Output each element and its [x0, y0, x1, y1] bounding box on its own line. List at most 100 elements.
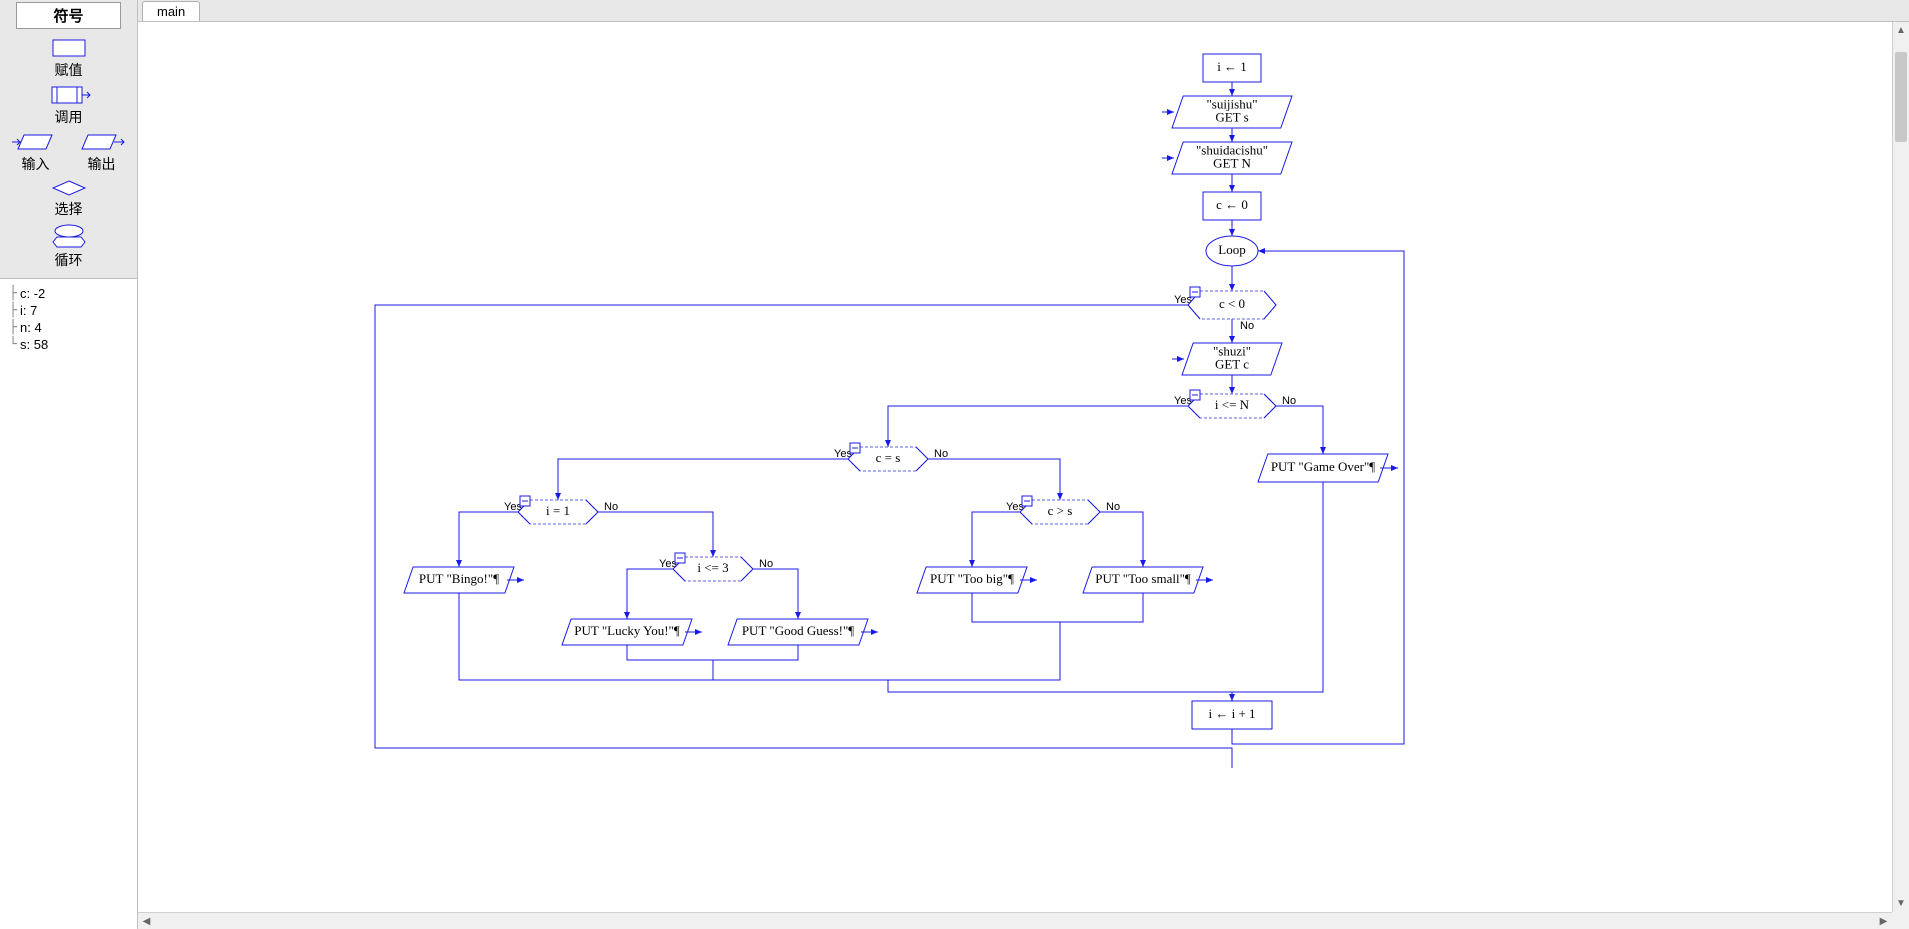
- palette-input-label: 输入: [22, 154, 50, 174]
- flow-edge: [713, 645, 798, 660]
- flow-node-n_gameover[interactable]: PUT "Game Over"¶: [1258, 454, 1398, 482]
- flowchart-svg: YesNoYesNoYesNoYesNoYesNoYesNoi ← 1"suij…: [138, 22, 1909, 929]
- tab-main[interactable]: main: [142, 1, 200, 21]
- variables-panel: ├c: -2├i: 7├n: 4└s: 58: [0, 279, 137, 929]
- palette-loop-label: 循环: [55, 250, 83, 270]
- flow-edge: [888, 622, 1060, 680]
- palette-output[interactable]: 输出: [78, 131, 126, 174]
- flow-edge: [1060, 593, 1143, 622]
- palette-title: 符号: [16, 2, 121, 29]
- palette-assign-label: 赋值: [55, 60, 83, 80]
- variable-text: c: -2: [20, 286, 45, 301]
- flow-node-n_toobig[interactable]: PUT "Too big"¶: [917, 567, 1037, 593]
- flow-node-n_bingo[interactable]: PUT "Bingo!"¶: [404, 567, 524, 593]
- flow-node-n_assign_c0[interactable]: c ← 0: [1203, 192, 1261, 220]
- flow-edge: [753, 569, 798, 619]
- scroll-right-icon[interactable]: ▶: [1875, 913, 1892, 929]
- flow-node-n_goodguess[interactable]: PUT "Good Guess!"¶: [728, 619, 878, 645]
- edge-label: No: [1240, 320, 1254, 332]
- flow-node-n_lucky[interactable]: PUT "Lucky You!"¶: [562, 619, 702, 645]
- flow-edge: [598, 512, 713, 557]
- flow-edge: [928, 459, 1060, 500]
- svg-text:i = 1: i = 1: [546, 503, 570, 518]
- variable-row[interactable]: ├i: 7: [4, 302, 133, 319]
- edge-label: No: [934, 448, 948, 460]
- palette-input[interactable]: 输入: [12, 131, 60, 174]
- variable-row[interactable]: ├c: -2: [4, 285, 133, 302]
- flow-edge: [972, 512, 1020, 567]
- svg-text:PUT "Good Guess!"¶: PUT "Good Guess!"¶: [742, 623, 854, 638]
- palette-output-label: 输出: [88, 154, 116, 174]
- scroll-up-icon[interactable]: ▲: [1893, 22, 1909, 39]
- flow-node-n_i_le_3[interactable]: i <= 3: [673, 553, 753, 581]
- tab-bar: main: [138, 0, 1909, 22]
- flow-edge: [1232, 251, 1404, 744]
- svg-text:i <= 3: i <= 3: [697, 560, 728, 575]
- flow-node-n_c_gt_s[interactable]: c > s: [1020, 496, 1100, 524]
- edge-label: No: [759, 558, 773, 570]
- flow-node-n_get_n[interactable]: "shuidacishu"GET N: [1162, 142, 1292, 174]
- palette-select[interactable]: 选择: [49, 178, 89, 219]
- flow-edge: [888, 406, 1188, 447]
- scroll-corner: [1892, 912, 1909, 929]
- variable-row[interactable]: ├n: 4: [4, 319, 133, 336]
- flow-node-n_get_s[interactable]: "suijishu"GET s: [1162, 96, 1292, 128]
- flow-node-n_c_lt_0[interactable]: c < 0: [1188, 287, 1276, 319]
- svg-text:c < 0: c < 0: [1219, 296, 1245, 311]
- flow-node-n_toosmall[interactable]: PUT "Too small"¶: [1083, 567, 1213, 593]
- svg-text:c > s: c > s: [1048, 503, 1073, 518]
- svg-text:i ← i + 1: i ← i + 1: [1208, 706, 1255, 721]
- svg-text:GET s: GET s: [1215, 109, 1248, 124]
- svg-text:PUT "Too big"¶: PUT "Too big"¶: [930, 571, 1014, 586]
- flow-node-n_i_eq_1[interactable]: i = 1: [518, 496, 598, 524]
- sidebar: 符号 赋值 调用: [0, 0, 138, 929]
- palette-loop[interactable]: 循环: [47, 223, 91, 270]
- flow-edge: [375, 305, 1232, 768]
- svg-text:PUT "Game Over"¶: PUT "Game Over"¶: [1271, 459, 1375, 474]
- flow-node-n_assign_i1[interactable]: i ← 1: [1203, 54, 1261, 82]
- edge-label: No: [604, 501, 618, 513]
- scroll-down-icon[interactable]: ▼: [1893, 895, 1909, 912]
- palette-call[interactable]: 调用: [44, 84, 94, 127]
- variable-text: s: 58: [20, 337, 48, 352]
- svg-text:i ← 1: i ← 1: [1217, 59, 1247, 74]
- flow-node-n_c_eq_s[interactable]: c = s: [848, 443, 928, 471]
- edge-label: No: [1106, 501, 1120, 513]
- variable-text: i: 7: [20, 303, 37, 318]
- flow-node-n_loop[interactable]: Loop: [1206, 236, 1258, 266]
- flow-edge: [1100, 512, 1143, 567]
- vertical-scrollbar[interactable]: ▲ ▼: [1892, 22, 1909, 912]
- svg-text:PUT "Bingo!"¶: PUT "Bingo!"¶: [419, 571, 499, 586]
- svg-text:Loop: Loop: [1218, 242, 1245, 257]
- main-area: main YesNoYesNoYesNoYesNoYesNoYesNoi ← 1…: [138, 0, 1909, 929]
- scroll-left-icon[interactable]: ◀: [138, 913, 155, 929]
- palette-assign[interactable]: 赋值: [49, 37, 89, 80]
- edge-label: No: [1282, 395, 1296, 407]
- svg-text:GET N: GET N: [1213, 155, 1251, 170]
- flow-node-n_i_inc[interactable]: i ← i + 1: [1192, 701, 1272, 729]
- variable-row[interactable]: └s: 58: [4, 336, 133, 353]
- palette-select-label: 选择: [55, 199, 83, 219]
- variable-text: n: 4: [20, 320, 42, 335]
- palette-call-label: 调用: [55, 107, 83, 127]
- vscroll-thumb[interactable]: [1895, 52, 1907, 142]
- flow-node-n_get_c[interactable]: "shuzi"GET c: [1172, 343, 1282, 375]
- flow-edge: [1232, 482, 1323, 692]
- flow-edge: [972, 593, 1060, 622]
- svg-text:i <= N: i <= N: [1215, 397, 1250, 412]
- horizontal-scrollbar[interactable]: ◀ ▶: [138, 912, 1892, 929]
- flow-edge: [627, 645, 713, 660]
- flow-edge: [558, 660, 713, 680]
- svg-text:PUT "Too small"¶: PUT "Too small"¶: [1095, 571, 1191, 586]
- svg-text:GET c: GET c: [1215, 356, 1249, 371]
- svg-text:PUT "Lucky You!"¶: PUT "Lucky You!"¶: [574, 623, 680, 638]
- svg-text:c = s: c = s: [876, 450, 901, 465]
- flow-edge: [558, 459, 848, 500]
- svg-text:c ← 0: c ← 0: [1216, 197, 1248, 212]
- flowchart-canvas[interactable]: YesNoYesNoYesNoYesNoYesNoYesNoi ← 1"suij…: [138, 22, 1909, 929]
- flow-edge: [459, 593, 558, 680]
- flow-edge: [459, 512, 518, 567]
- flow-edge: [1276, 406, 1323, 454]
- shape-palette: 赋值 调用 输入: [0, 29, 137, 279]
- flow-node-n_i_le_n[interactable]: i <= N: [1188, 390, 1276, 418]
